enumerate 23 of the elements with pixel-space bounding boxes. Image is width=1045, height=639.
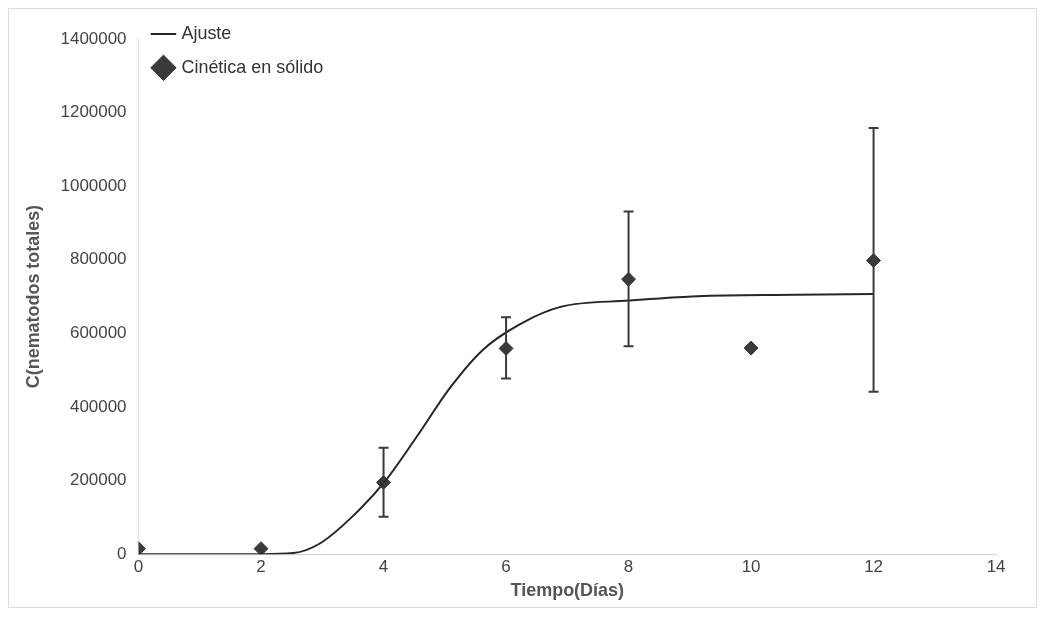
point bbox=[253, 541, 269, 555]
legend-label: Cinética en sólido bbox=[181, 56, 324, 77]
legend-label: Ajuste bbox=[181, 22, 232, 43]
x-tick-label: 14 bbox=[986, 557, 1006, 576]
y-tick-label: 1200000 bbox=[60, 102, 127, 122]
y-tick-label: 800000 bbox=[69, 249, 127, 269]
y-tick-label: 600000 bbox=[69, 323, 127, 343]
point bbox=[743, 340, 759, 356]
x-tick-label: 8 bbox=[623, 557, 634, 576]
y-tick-label: 0 bbox=[117, 543, 127, 563]
x-tick-label: 0 bbox=[133, 557, 144, 576]
x-tick-label: 12 bbox=[864, 557, 883, 576]
x-axis-title: Tiempo(Días) bbox=[510, 580, 625, 601]
line-series bbox=[138, 292, 875, 555]
x-tick-label: 6 bbox=[501, 557, 511, 576]
x-tick-label: 4 bbox=[378, 557, 389, 576]
y-tick-label: 400000 bbox=[69, 396, 127, 416]
y-tick-label: 1000000 bbox=[60, 175, 127, 195]
x-tick-label: 10 bbox=[741, 557, 761, 576]
y-axis-title: C(nematodos totales) bbox=[22, 204, 43, 389]
x-tick-label: 2 bbox=[256, 557, 266, 576]
y-tick-label: 200000 bbox=[69, 470, 127, 490]
y-tick-label: 1400000 bbox=[60, 28, 127, 48]
